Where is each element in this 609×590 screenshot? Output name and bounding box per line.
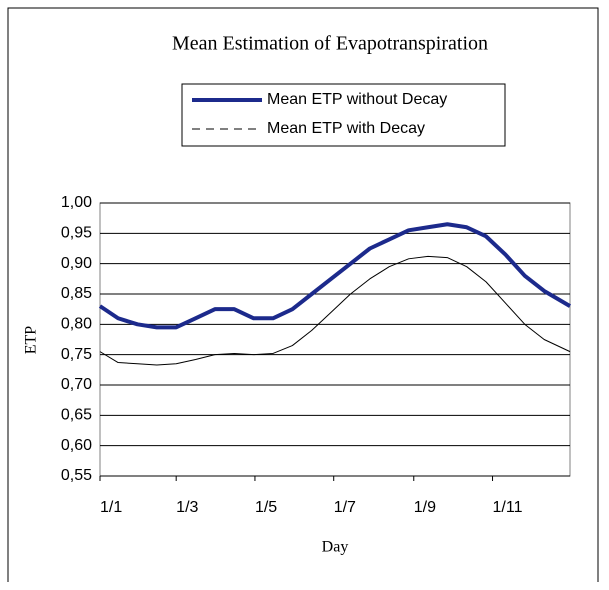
x-tick-label: 1/1 — [100, 499, 122, 516]
y-tick-label: 0,60 — [61, 437, 92, 454]
x-tick-label: 1/5 — [255, 499, 277, 516]
series-line — [98, 222, 572, 330]
plot-area — [99, 202, 571, 477]
y-tick-label: 1,00 — [61, 194, 92, 211]
y-tick-label: 0,55 — [61, 467, 92, 484]
x-axis-label: Day — [322, 539, 349, 556]
y-tick-label: 0,70 — [61, 376, 92, 393]
series-line — [99, 255, 571, 366]
x-tick-label: 1/11 — [493, 499, 523, 516]
y-tick-label: 0,90 — [61, 255, 92, 272]
y-tick-label: 0,65 — [61, 407, 92, 424]
y-tick-label: 0,80 — [61, 316, 92, 333]
y-axis-label: ETP — [23, 326, 40, 355]
chart-title: Mean Estimation of Evapotranspiration — [172, 33, 488, 55]
x-tick-label: 1/7 — [334, 499, 356, 516]
legend-label: Mean ETP with Decay — [267, 120, 425, 137]
y-tick-label: 0,95 — [61, 225, 92, 242]
y-tick-label: 0,85 — [61, 285, 92, 302]
legend-box — [181, 83, 506, 147]
x-tick-label: 1/3 — [176, 499, 198, 516]
y-tick-label: 0,75 — [61, 346, 92, 363]
frame — [7, 7, 599, 582]
x-tick-label: 1/9 — [414, 499, 436, 516]
legend-label: Mean ETP without Decay — [267, 91, 447, 108]
